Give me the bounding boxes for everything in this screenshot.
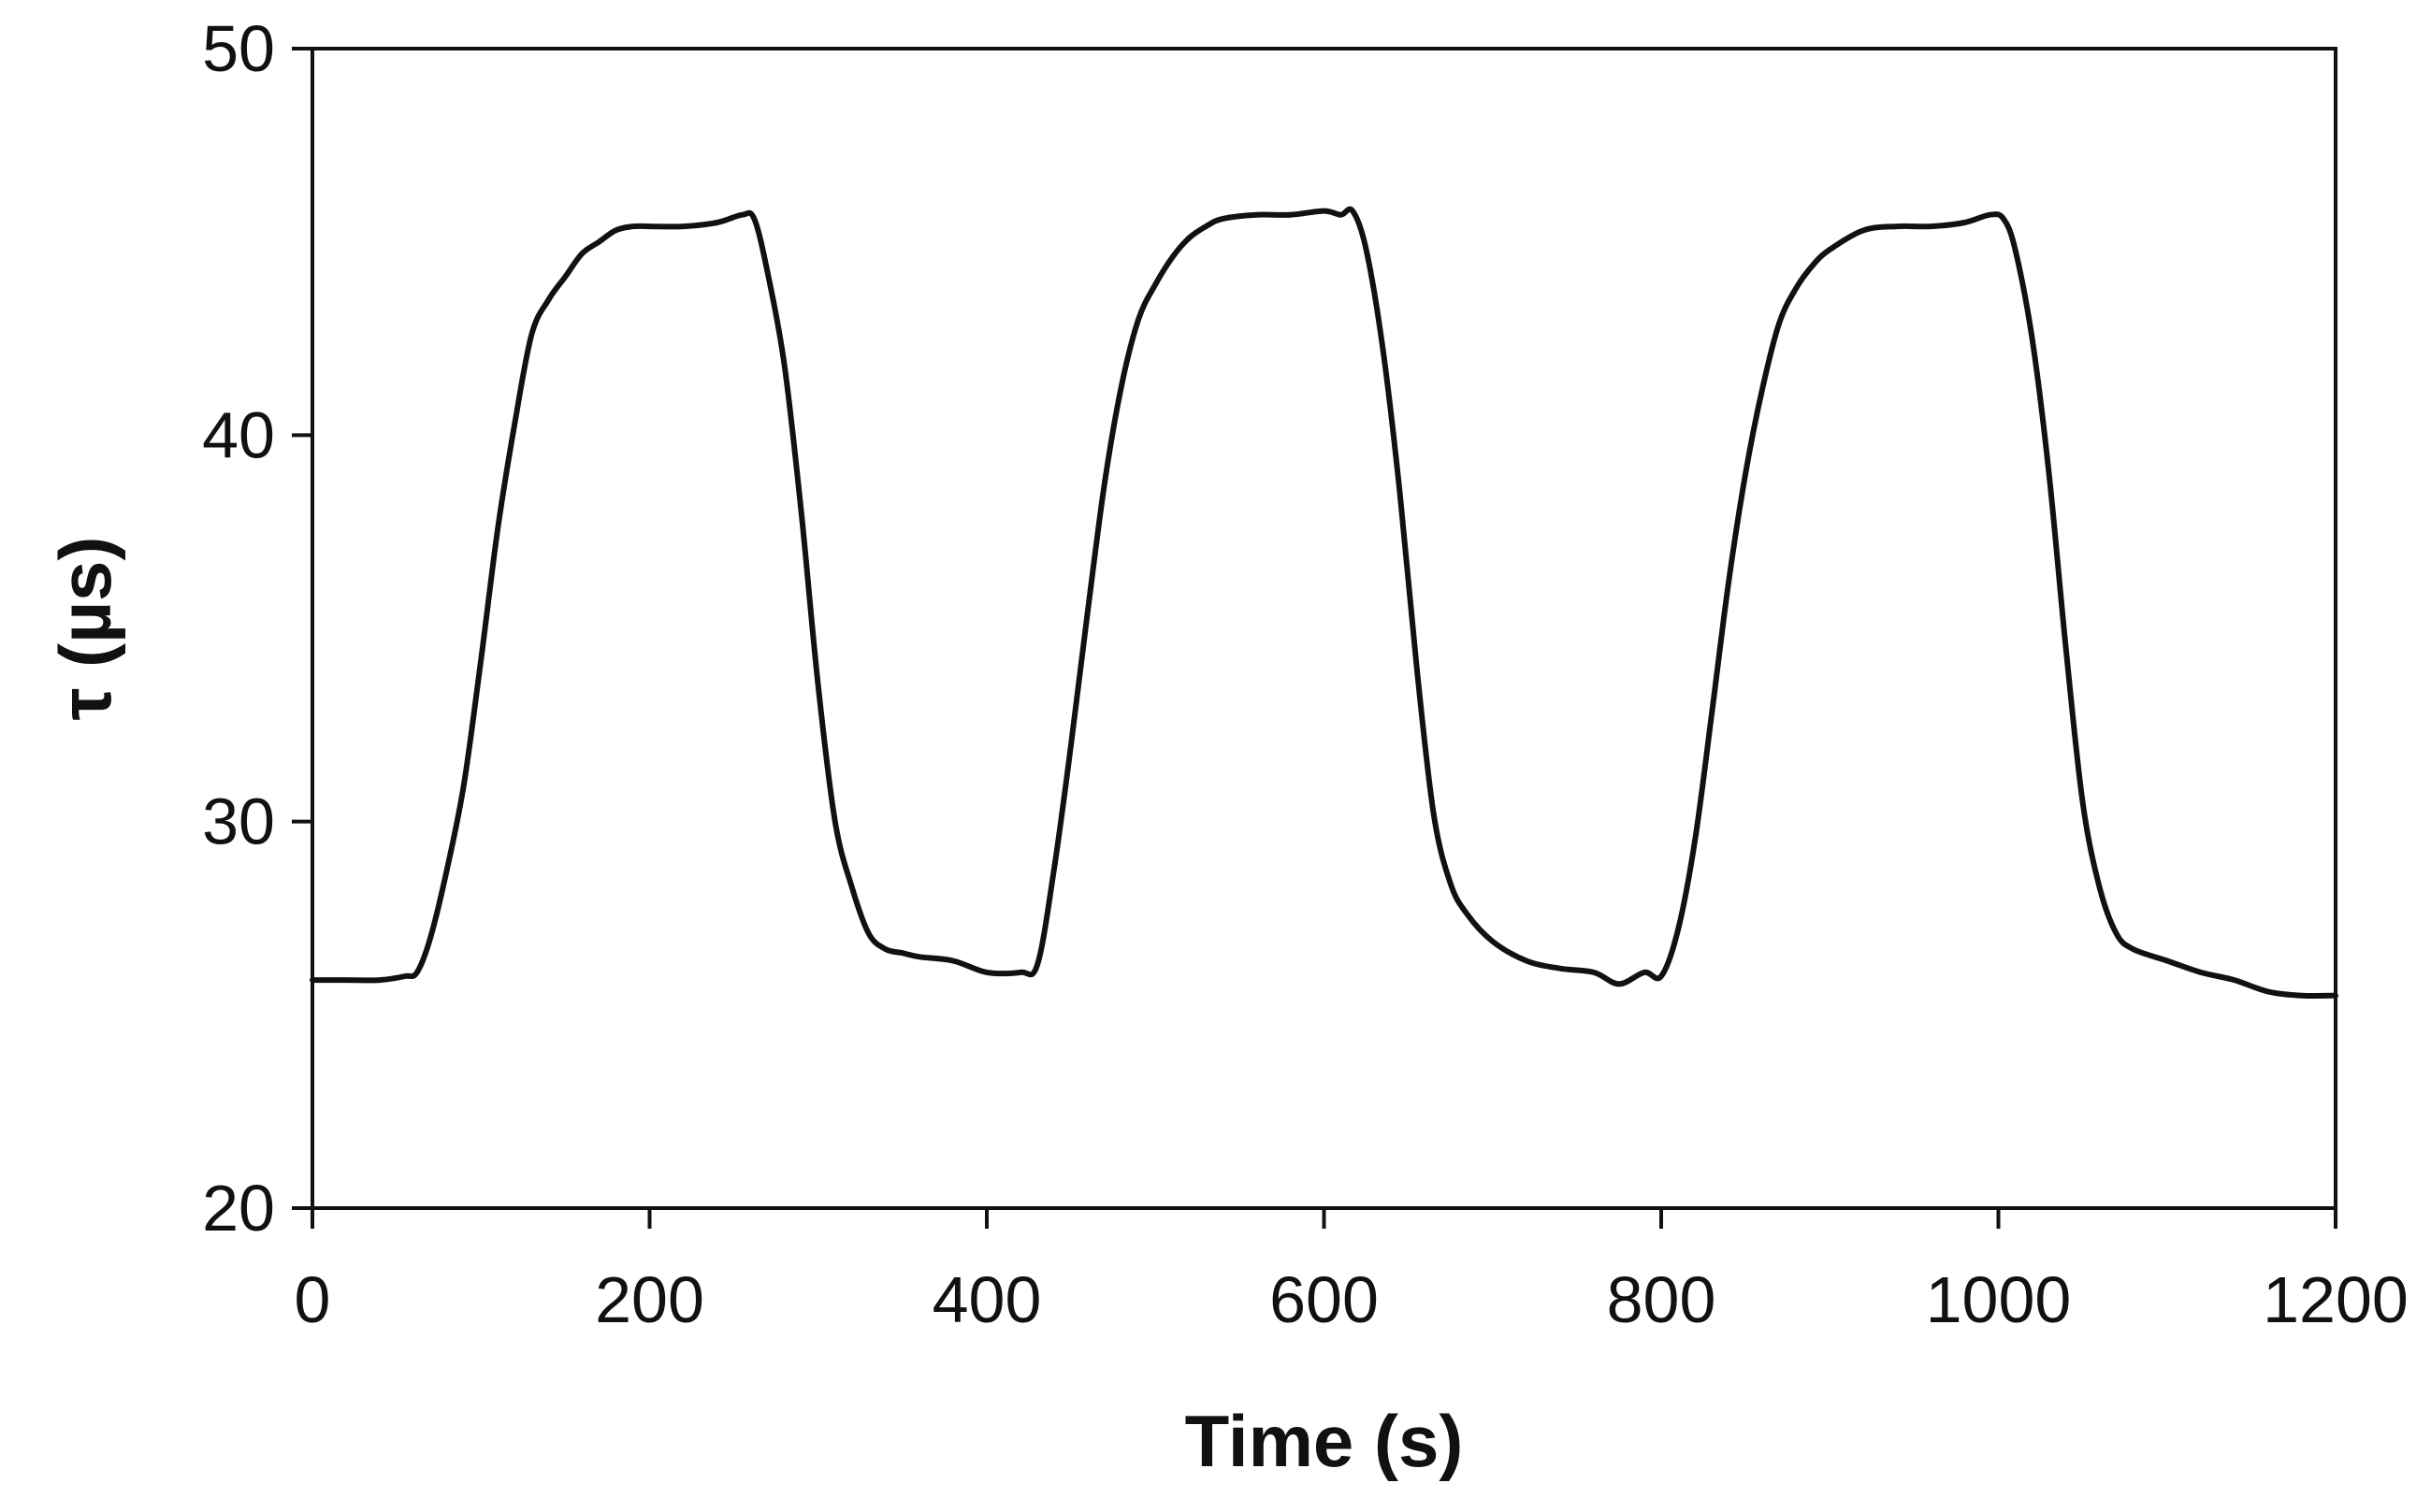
series-line-tau [310, 206, 2338, 1000]
x-axis-title: Time (s) [1185, 1400, 1464, 1482]
y-tick-label: 40 [202, 398, 275, 471]
x-tick-label: 1200 [2263, 1263, 2409, 1336]
y-axis-title: τ (µs) [44, 537, 126, 721]
y-tick-label: 20 [202, 1172, 275, 1245]
tick-layer: 20 30 40 50 0 200 400 600 800 1000 1200 [202, 12, 2409, 1336]
y-tick-label: 50 [202, 12, 275, 85]
x-tick-label: 800 [1607, 1263, 1716, 1336]
x-tick-label: 600 [1269, 1263, 1379, 1336]
x-tick-label: 1000 [1926, 1263, 2072, 1336]
x-tick-label: 200 [595, 1263, 704, 1336]
x-tick-label: 400 [933, 1263, 1042, 1336]
plot-area-border [311, 47, 2337, 1210]
y-tick-label: 30 [202, 785, 275, 858]
x-tick-label: 0 [295, 1263, 331, 1336]
